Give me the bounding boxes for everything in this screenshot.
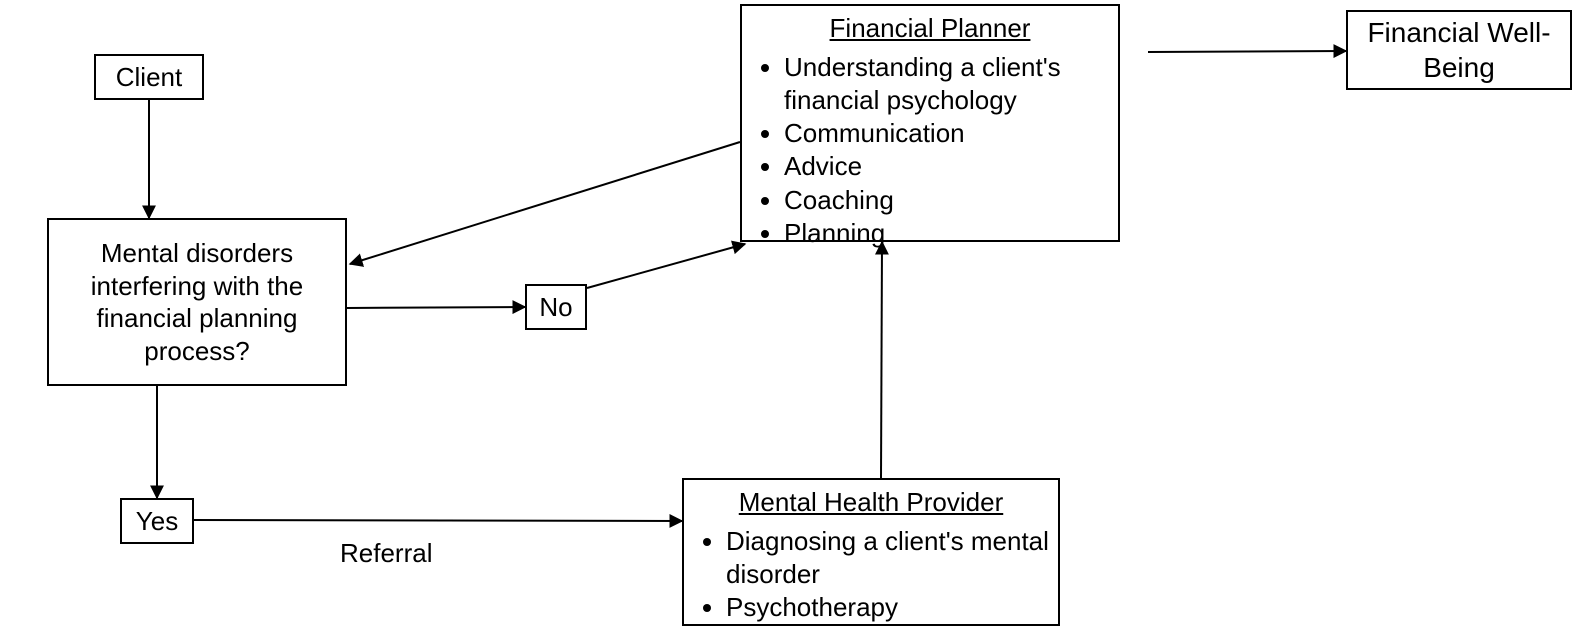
edge-question-to-no bbox=[347, 307, 525, 308]
node-wellbeing: Financial Well-Being bbox=[1346, 10, 1572, 90]
planner-bullet: Coaching bbox=[784, 184, 1110, 217]
node-no-label: No bbox=[539, 291, 572, 324]
node-question: Mental disorders interfering with the fi… bbox=[47, 218, 347, 386]
edge-label-referral: Referral bbox=[340, 538, 432, 569]
flowchart-stage: Client Mental disorders interfering with… bbox=[0, 0, 1583, 631]
node-mhp-title: Mental Health Provider bbox=[692, 486, 1050, 519]
edge-planner-to-wellbeing bbox=[1148, 51, 1346, 52]
node-client-label: Client bbox=[116, 61, 182, 94]
mhp-bullet: Diagnosing a client's mental disorder bbox=[726, 525, 1050, 592]
edge-yes-to-mhp bbox=[194, 520, 682, 521]
planner-bullet: Understanding a client's financial psych… bbox=[784, 51, 1110, 118]
node-wellbeing-label: Financial Well-Being bbox=[1354, 15, 1564, 85]
node-mhp-bullets: Diagnosing a client's mental disorder Ps… bbox=[692, 525, 1050, 625]
node-financial-planner-title: Financial Planner bbox=[750, 12, 1110, 45]
node-question-label: Mental disorders interfering with the fi… bbox=[59, 237, 335, 367]
edge-mhp-to-planner bbox=[881, 242, 882, 478]
edge-planner-to-question bbox=[350, 142, 740, 264]
planner-bullet: Advice bbox=[784, 150, 1110, 183]
node-mental-health-provider: Mental Health Provider Diagnosing a clie… bbox=[682, 478, 1060, 626]
planner-bullet: Communication bbox=[784, 117, 1110, 150]
node-no: No bbox=[525, 284, 587, 330]
node-yes: Yes bbox=[120, 498, 194, 544]
node-financial-planner-bullets: Understanding a client's financial psych… bbox=[750, 51, 1110, 251]
planner-bullet: Planning bbox=[784, 217, 1110, 250]
node-yes-label: Yes bbox=[136, 505, 178, 538]
mhp-bullet: Psychotherapy bbox=[726, 591, 1050, 624]
edge-no-to-planner bbox=[587, 244, 745, 288]
node-client: Client bbox=[94, 54, 204, 100]
node-financial-planner: Financial Planner Understanding a client… bbox=[740, 4, 1120, 242]
